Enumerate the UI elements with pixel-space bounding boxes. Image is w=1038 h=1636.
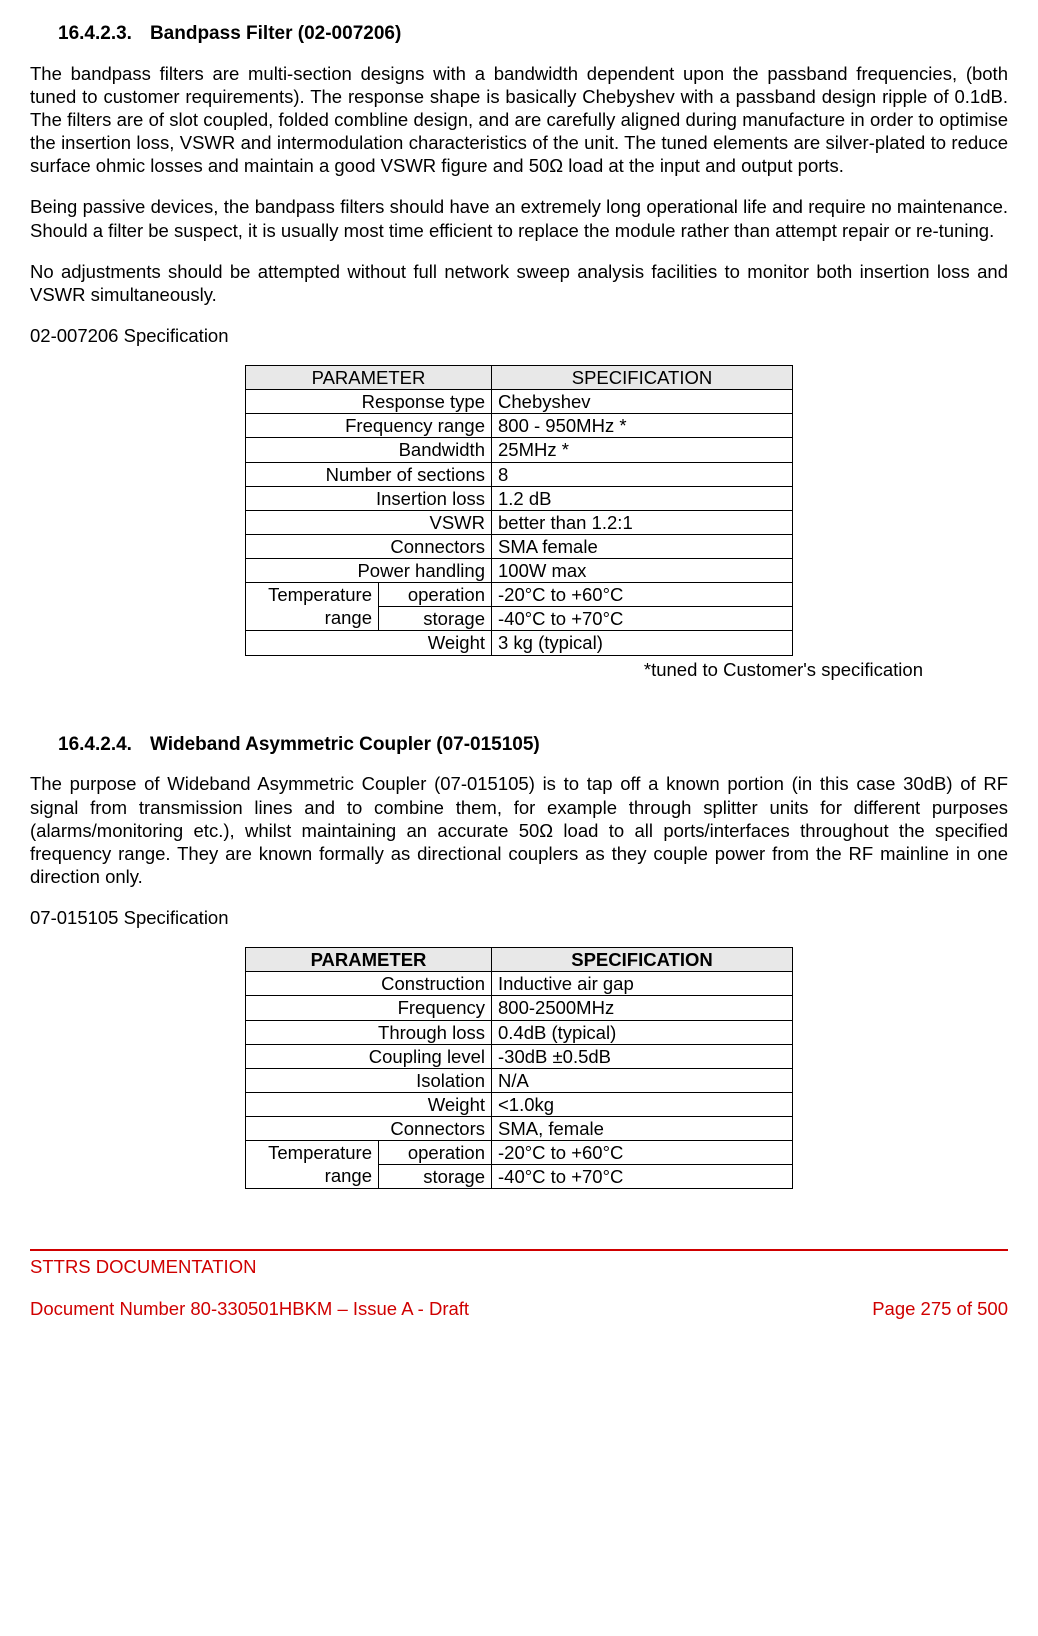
table-row: Number of sections8: [246, 462, 793, 486]
table-row: Power handling100W max: [246, 559, 793, 583]
footer-page-number: Page 275 of 500: [872, 1297, 1008, 1320]
spec-table-1-note: *tuned to Customer's specification: [30, 658, 923, 681]
temp-range-label: Temperature range: [246, 583, 379, 631]
table-row: Frequency range800 - 950MHz *: [246, 414, 793, 438]
table-row: Bandwidth25MHz *: [246, 438, 793, 462]
table-row: Temperature range operation -20°C to +60…: [246, 583, 793, 607]
section-2-title: Wideband Asymmetric Coupler (07-015105): [150, 734, 540, 755]
table-row: Response typeChebyshev: [246, 390, 793, 414]
spec-table-2-header-spec: SPECIFICATION: [492, 948, 793, 972]
section-1-number: 16.4.2.3.: [58, 22, 132, 46]
table-row: Insertion loss1.2 dB: [246, 486, 793, 510]
table-row: Through loss0.4dB (typical): [246, 1020, 793, 1044]
table-row: Coupling level-30dB ±0.5dB: [246, 1044, 793, 1068]
section-1-para-1: The bandpass filters are multi-section d…: [30, 62, 1008, 178]
section-1-para-3: No adjustments should be attempted witho…: [30, 260, 1008, 306]
table-row: Weight<1.0kg: [246, 1092, 793, 1116]
table-row: ConstructionInductive air gap: [246, 972, 793, 996]
footer-separator: [30, 1249, 1008, 1251]
section-2-heading: 16.4.2.4. Wideband Asymmetric Coupler (07…: [58, 733, 1008, 757]
section-1-para-2: Being passive devices, the bandpass filt…: [30, 195, 1008, 241]
footer-doc-number: Document Number 80-330501HBKM – Issue A …: [30, 1297, 469, 1320]
table-row: Weight3 kg (typical): [246, 631, 793, 655]
footer-doc-line: Document Number 80-330501HBKM – Issue A …: [30, 1297, 1008, 1320]
table-row: IsolationN/A: [246, 1068, 793, 1092]
spec-table-2-header-param: PARAMETER: [246, 948, 492, 972]
section-2-spec-label: 07-015105 Specification: [30, 906, 1008, 929]
table-row: Frequency800-2500MHz: [246, 996, 793, 1020]
section-2-para-1: The purpose of Wideband Asymmetric Coupl…: [30, 772, 1008, 888]
spec-table-1-header-param: PARAMETER: [246, 366, 492, 390]
temp-range-label: Temperature range: [246, 1141, 379, 1189]
table-row: ConnectorsSMA, female: [246, 1117, 793, 1141]
spec-table-1-header-spec: SPECIFICATION: [492, 366, 793, 390]
section-1-spec-label: 02-007206 Specification: [30, 324, 1008, 347]
section-2-number: 16.4.2.4.: [58, 733, 132, 757]
table-row: ConnectorsSMA female: [246, 534, 793, 558]
section-1-title: Bandpass Filter (02-007206): [150, 23, 401, 44]
section-1-heading: 16.4.2.3. Bandpass Filter (02-007206): [58, 22, 1008, 46]
footer-org: STTRS DOCUMENTATION: [30, 1255, 1008, 1278]
spec-table-1: PARAMETER SPECIFICATION Response typeChe…: [245, 365, 793, 656]
table-row: VSWRbetter than 1.2:1: [246, 510, 793, 534]
spec-table-2: PARAMETER SPECIFICATION ConstructionIndu…: [245, 947, 793, 1189]
table-row: Temperature range operation -20°C to +60…: [246, 1141, 793, 1165]
